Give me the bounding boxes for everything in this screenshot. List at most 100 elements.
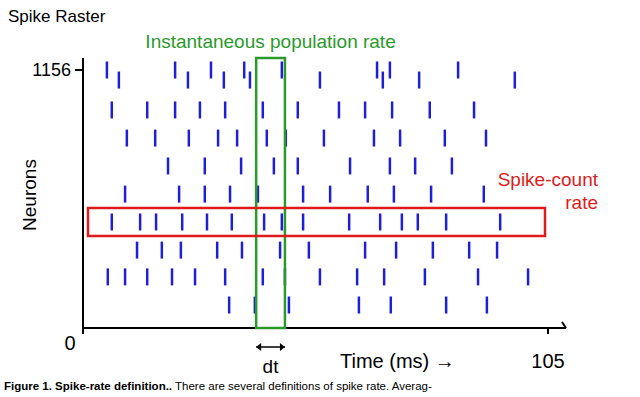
spike <box>167 157 170 174</box>
spike <box>349 157 352 174</box>
spike <box>527 268 530 285</box>
spike <box>161 242 164 259</box>
spike <box>288 297 291 314</box>
spike <box>430 186 433 203</box>
spike <box>236 130 239 147</box>
spike <box>486 297 489 314</box>
spike <box>390 297 393 314</box>
x-tick <box>82 328 84 334</box>
spike <box>383 268 386 285</box>
spike <box>451 157 454 174</box>
spike-count-window <box>88 208 545 236</box>
x-axis-label: Time (ms) → <box>340 350 455 372</box>
spike <box>229 186 232 203</box>
spike <box>111 213 114 230</box>
spike <box>418 72 421 89</box>
spike <box>485 130 488 147</box>
spike <box>188 130 191 147</box>
spike <box>382 72 385 89</box>
spike <box>457 62 460 79</box>
spike <box>194 268 197 285</box>
caption-text: There are several definitions of spike r… <box>172 380 432 392</box>
spike <box>391 101 394 118</box>
spike <box>429 101 432 118</box>
spike <box>187 72 190 89</box>
spike <box>389 157 392 174</box>
spike <box>243 62 246 79</box>
spike <box>483 186 486 203</box>
spike <box>367 186 370 203</box>
spike <box>124 268 127 285</box>
x-tick-label: 105 <box>531 350 564 372</box>
spike <box>496 242 499 259</box>
spike <box>266 130 269 147</box>
spike <box>297 101 300 118</box>
population-label: Instantaneous population rate <box>145 31 395 52</box>
spike <box>279 242 282 259</box>
spike <box>329 186 332 203</box>
spike <box>319 72 322 89</box>
spike <box>206 213 209 230</box>
spike <box>281 213 284 230</box>
spike <box>401 213 404 230</box>
spike <box>146 101 149 118</box>
caption: Figure 1. Spike-rate definition.. There … <box>4 380 432 392</box>
spike-count-label: Spike-count rate <box>498 169 599 213</box>
spike <box>273 157 276 174</box>
x-axis-end <box>562 322 566 328</box>
spike <box>199 101 202 118</box>
y-tick-label: 1156 <box>32 60 71 80</box>
spike <box>389 62 392 79</box>
spike <box>224 101 227 118</box>
spike <box>155 213 158 230</box>
spike <box>477 268 480 285</box>
spike <box>445 297 448 314</box>
spike <box>181 213 184 230</box>
spike <box>281 62 284 79</box>
spike <box>364 101 367 118</box>
spike <box>338 101 341 118</box>
spike <box>224 268 227 285</box>
spike <box>302 186 305 203</box>
spike <box>136 242 139 259</box>
y-axis <box>82 58 84 328</box>
spike <box>417 213 420 230</box>
spike <box>231 213 234 230</box>
spike <box>217 130 220 147</box>
spike <box>262 268 265 285</box>
spike <box>124 186 127 203</box>
spike <box>444 130 447 147</box>
spike <box>240 157 243 174</box>
dt-arrowheads <box>256 343 285 351</box>
spike <box>399 130 402 147</box>
spike <box>499 213 502 230</box>
spike <box>154 130 157 147</box>
spike <box>263 213 266 230</box>
spike <box>356 268 359 285</box>
spike <box>111 101 114 118</box>
spike <box>395 242 398 259</box>
spike <box>379 213 382 230</box>
x-tick-label: 0 <box>64 332 75 354</box>
spike <box>297 157 300 174</box>
chart-title: Spike Raster <box>8 7 106 26</box>
spike <box>432 242 435 259</box>
x-tick <box>547 328 549 334</box>
spike <box>139 213 142 230</box>
spike <box>204 186 207 203</box>
label-line: Spike-count <box>498 169 599 190</box>
spike <box>514 72 517 89</box>
spike <box>178 186 181 203</box>
spike <box>126 130 129 147</box>
spike <box>241 242 244 259</box>
spike <box>249 72 252 89</box>
spike <box>319 268 322 285</box>
spike <box>308 242 311 259</box>
spike <box>146 268 149 285</box>
caption-title: Figure 1. Spike-rate definition.. <box>4 380 172 392</box>
spike-marks <box>107 62 528 314</box>
spike <box>171 268 174 285</box>
label-line: rate <box>560 192 598 213</box>
population-window <box>256 58 285 328</box>
spike <box>228 297 231 314</box>
